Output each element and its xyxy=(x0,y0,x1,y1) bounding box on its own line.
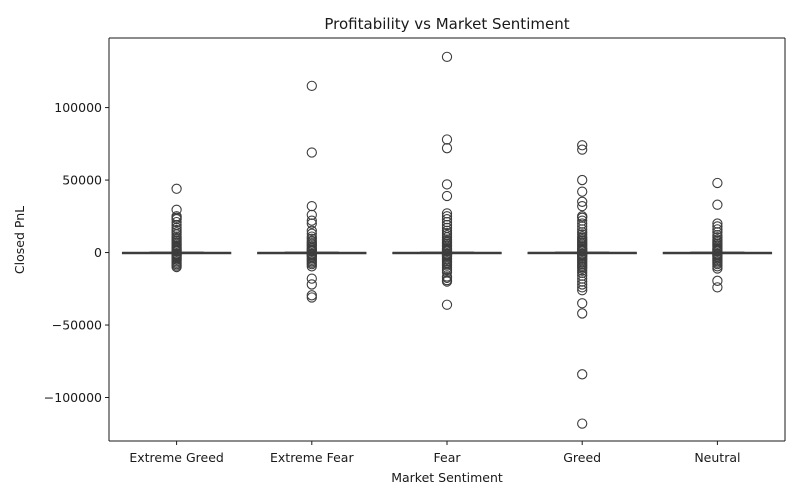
outlier-point-fear xyxy=(441,276,453,287)
y-tick-label: 50000 xyxy=(62,173,102,188)
outlier-point-extreme-fear xyxy=(306,225,317,236)
outlier-point-extreme-fear xyxy=(306,215,317,226)
x-tick-label: Greed xyxy=(563,450,601,465)
outlier-point-fear xyxy=(441,190,453,202)
outlier-point-greed xyxy=(577,221,588,232)
y-tick-label: −50000 xyxy=(52,318,102,333)
outlier-point-extreme-fear xyxy=(306,201,317,212)
y-tick-label: 100000 xyxy=(54,100,102,115)
outlier-point-neutral xyxy=(712,246,723,257)
outlier-point-extreme-fear xyxy=(306,261,317,272)
outlier-point-extreme-fear xyxy=(306,273,317,284)
outlier-point-fear xyxy=(441,143,453,154)
outlier-point-greed xyxy=(577,279,588,290)
outlier-point-fear xyxy=(441,134,453,145)
outlier-point-extreme-fear xyxy=(306,246,317,257)
outlier-point-greed xyxy=(577,144,588,155)
outlier-point-extreme-fear xyxy=(306,292,317,303)
outlier-point-fear xyxy=(441,299,453,310)
outlier-point-greed xyxy=(577,369,588,380)
outlier-point-greed xyxy=(577,298,588,309)
outlier-point-neutral xyxy=(712,282,723,293)
outlier-point-greed xyxy=(577,285,588,296)
x-tick-label: Extreme Greed xyxy=(129,450,223,465)
y-axis-label: Closed PnL xyxy=(12,206,27,274)
x-tick-label: Neutral xyxy=(694,450,740,465)
plot-area: −100000 −50000 0 50000 100000 Extreme Greed Ex… xyxy=(44,37,786,465)
outlier-point-greed xyxy=(577,418,588,429)
outlier-point-fear xyxy=(441,246,453,257)
outlier-point-fear xyxy=(441,219,453,231)
outlier-point-greed xyxy=(577,282,588,293)
chart-title: Profitability vs Market Sentiment xyxy=(324,15,569,33)
outlier-point-extreme-fear xyxy=(306,290,317,301)
y-tick-label: 0 xyxy=(94,245,102,260)
outlier-point-extreme-fear xyxy=(306,80,317,91)
outlier-point-extreme-fear xyxy=(306,147,317,158)
outlier-point-fear xyxy=(441,179,453,190)
outlier-point-fear xyxy=(441,51,453,62)
outlier-point-greed xyxy=(577,201,588,212)
x-axis-label: Market Sentiment xyxy=(391,470,503,485)
outlier-point-neutral xyxy=(712,263,723,274)
outlier-point-greed xyxy=(577,308,588,319)
outlier-point-greed xyxy=(577,174,588,186)
outlier-point-greed xyxy=(577,186,588,197)
outlier-point-extreme-fear xyxy=(306,279,317,290)
outlier-point-neutral xyxy=(712,224,723,235)
outlier-point-neutral xyxy=(712,177,723,189)
outlier-point-extreme-greed xyxy=(171,261,182,273)
x-tick-label: Extreme Fear xyxy=(270,450,354,465)
outlier-point-extreme-greed xyxy=(171,183,182,194)
outlier-point-extreme-fear xyxy=(306,218,317,229)
outlier-point-greed xyxy=(577,246,588,257)
outlier-point-neutral xyxy=(712,275,723,286)
outlier-point-greed xyxy=(577,140,588,151)
outlier-point-neutral xyxy=(712,199,723,210)
y-tick-label: −100000 xyxy=(44,390,102,405)
outlier-point-extreme-greed xyxy=(171,216,182,228)
x-tick-label: Fear xyxy=(434,450,462,465)
outlier-point-extreme-greed xyxy=(171,246,182,257)
outlier-point-greed xyxy=(577,196,588,207)
